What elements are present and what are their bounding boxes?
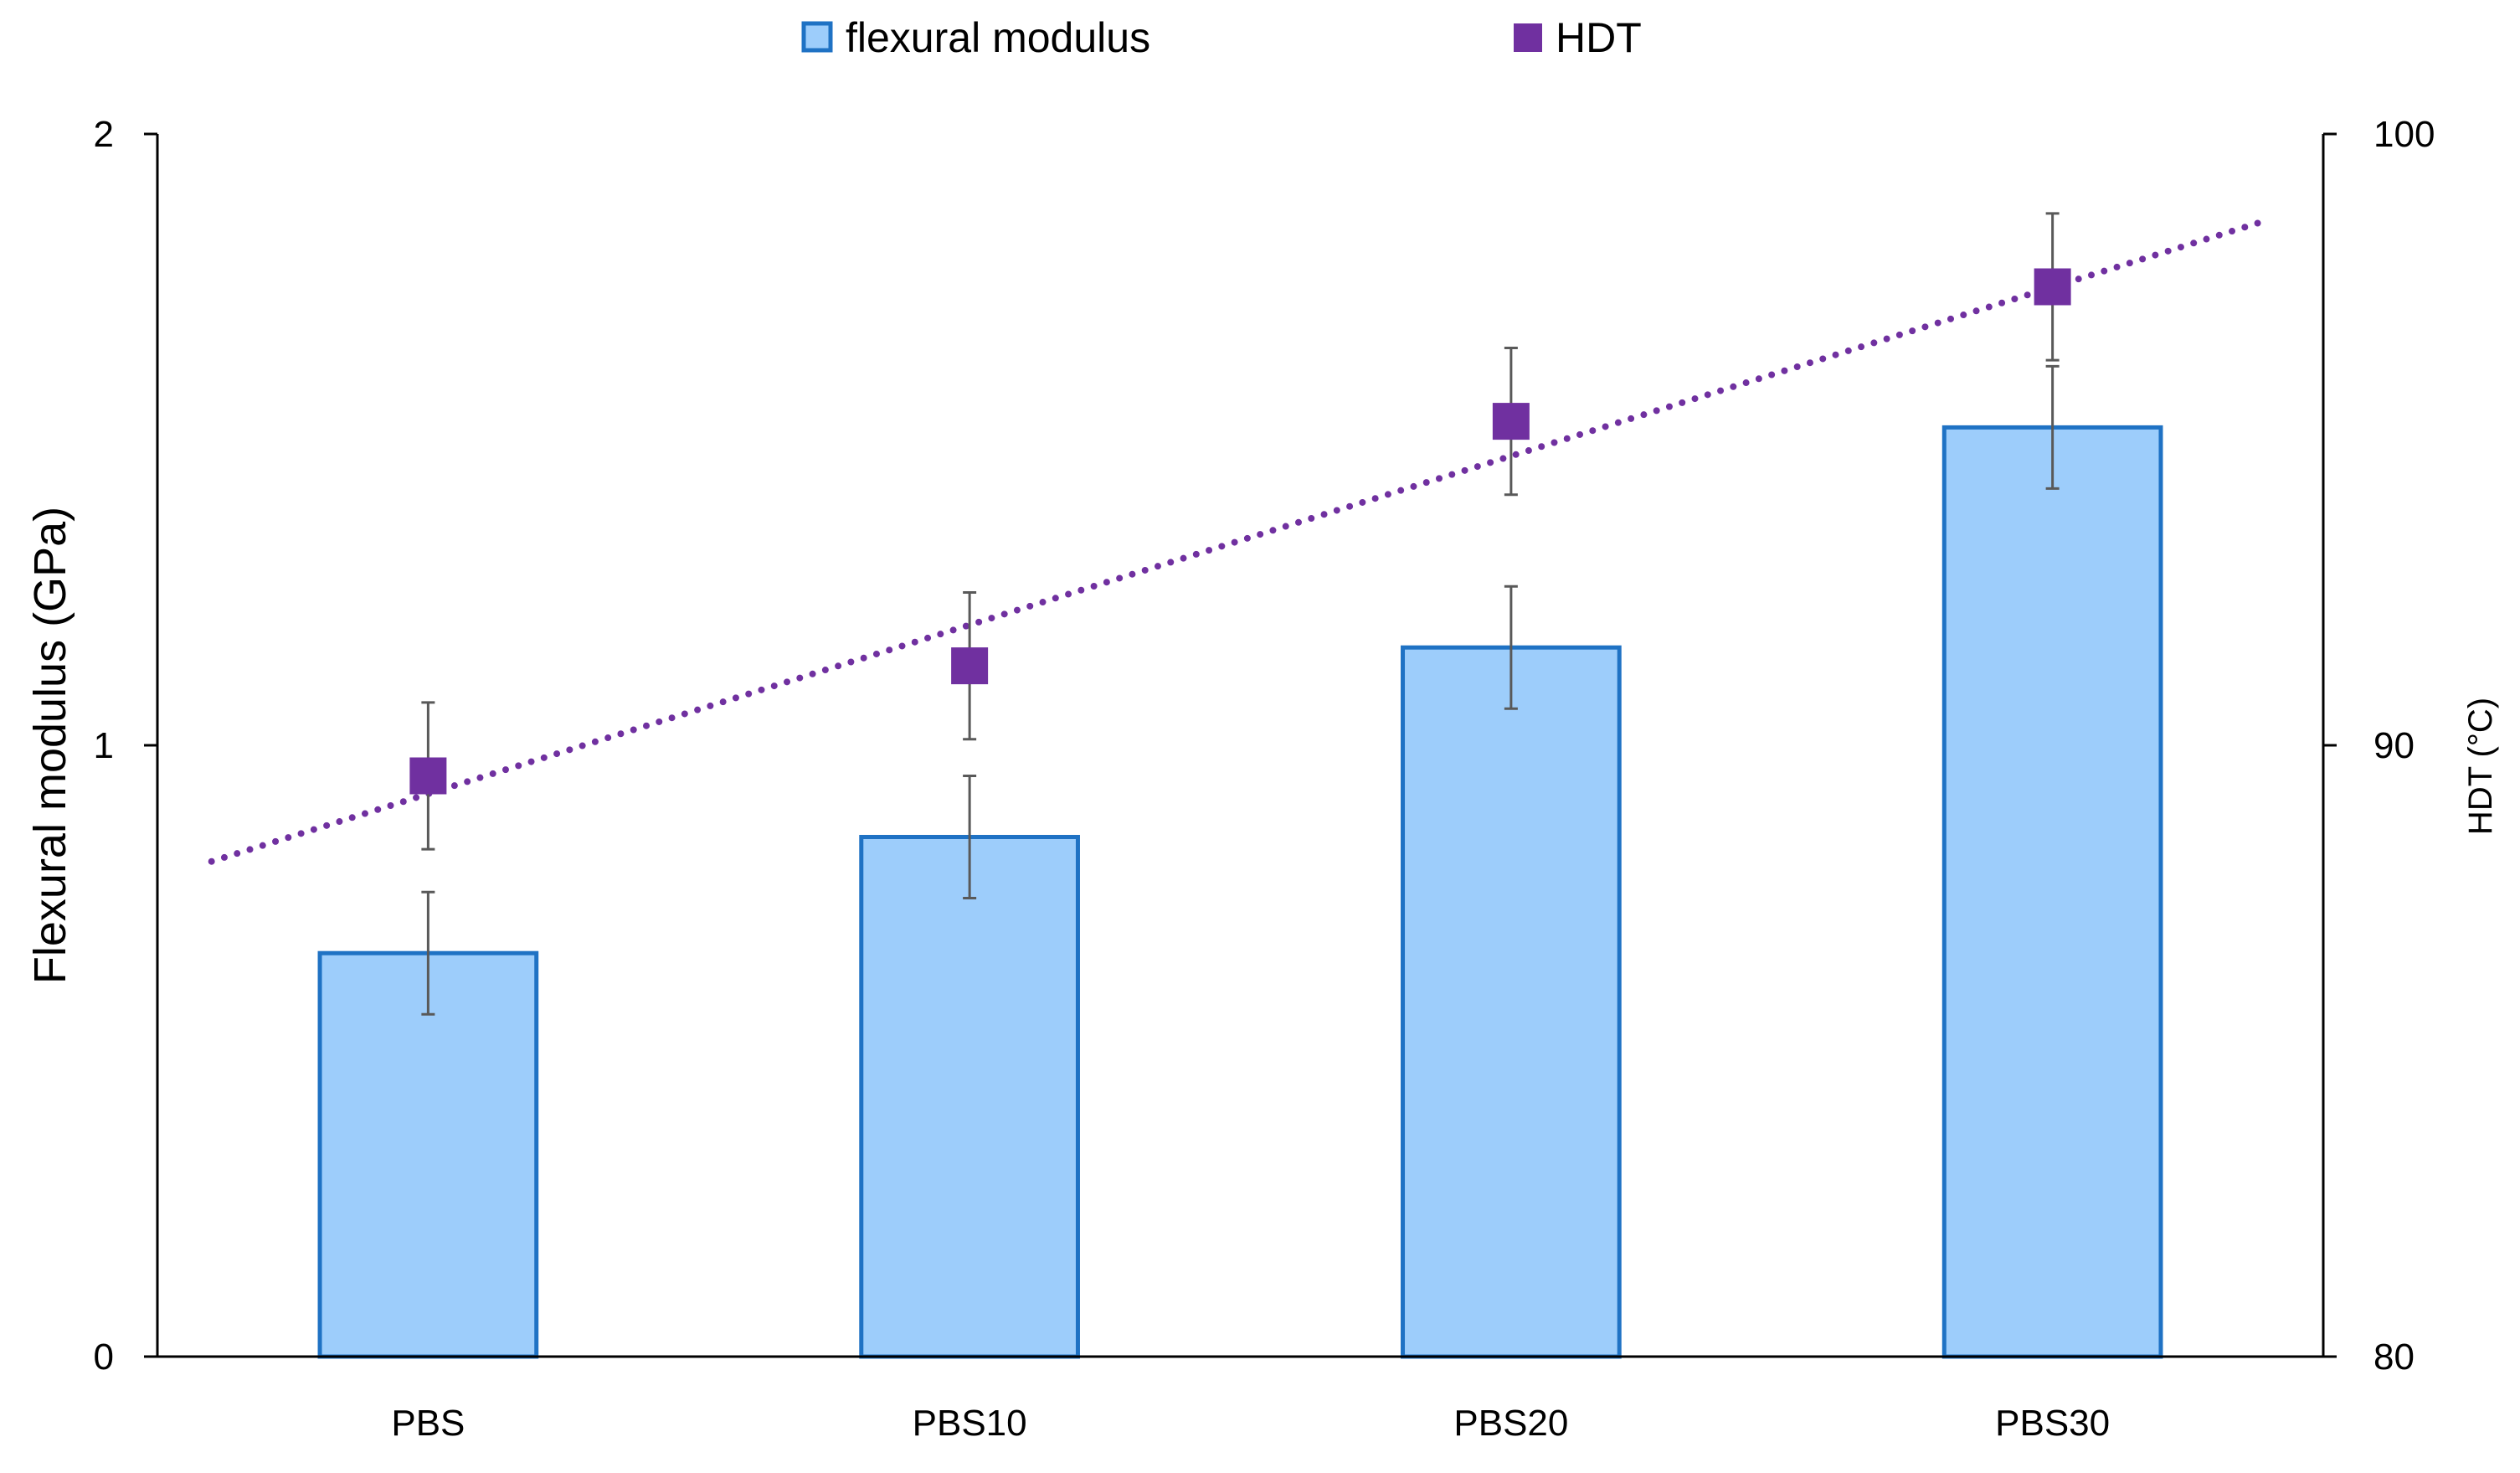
hdt-point-pbs20: [1492, 403, 1530, 440]
labels-layer: 0 1 2 80 90 100 PBS PBS10 PBS20 PBS30 Flexural mod…: [25, 114, 2499, 1444]
bar-pbs10: [859, 835, 1080, 1359]
bars-layer: [317, 425, 2163, 1359]
bar-pbs30: [1941, 425, 2163, 1359]
x-tick-label-pbs10: PBS10: [913, 1403, 1027, 1444]
hdt-point-pbs30: [2034, 268, 2071, 306]
right-tick-label-100: 100: [2373, 114, 2435, 155]
bar-error-pbs: [421, 890, 435, 1016]
bar-error-pbs20: [1504, 585, 1518, 710]
legend-label-flexural-modulus: flexural modulus: [846, 14, 1150, 61]
legend-label-hdt: HDT: [1556, 14, 1642, 61]
hdt-point-pbs10: [951, 647, 989, 685]
bar-error-pbs30: [2045, 364, 2060, 490]
left-axis-title: Flexural modulus (GPa): [25, 507, 75, 984]
points-layer: [409, 268, 2071, 795]
hdt-point-pbs: [409, 757, 447, 795]
hdt-trendline: [208, 216, 2273, 865]
legend: flexural modulus HDT: [801, 14, 1642, 61]
right-tick-label-90: 90: [2373, 725, 2415, 766]
legend-item-hdt: HDT: [1514, 14, 1642, 61]
legend-swatch-hdt: [1514, 23, 1542, 52]
error-bars-layer: [421, 212, 2060, 1016]
trendline-layer: [208, 216, 2273, 865]
right-tick-label-80: 80: [2373, 1337, 2415, 1378]
x-tick-label-pbs: PBS: [391, 1403, 465, 1444]
legend-swatch-flexural-modulus: [801, 21, 833, 53]
x-tick-label-pbs30: PBS30: [1995, 1403, 2110, 1444]
x-tick-label-pbs20: PBS20: [1453, 1403, 1568, 1444]
axes-layer: [144, 132, 2337, 1358]
left-tick-label-1: 1: [94, 725, 114, 766]
legend-item-flexural-modulus: flexural modulus: [801, 14, 1150, 61]
left-tick-label-0: 0: [94, 1337, 114, 1378]
bar-error-pbs10: [963, 775, 977, 899]
left-tick-label-2: 2: [94, 114, 114, 155]
right-axis-title: HDT (°C): [2462, 698, 2499, 835]
bar-pbs20: [1401, 645, 1622, 1359]
